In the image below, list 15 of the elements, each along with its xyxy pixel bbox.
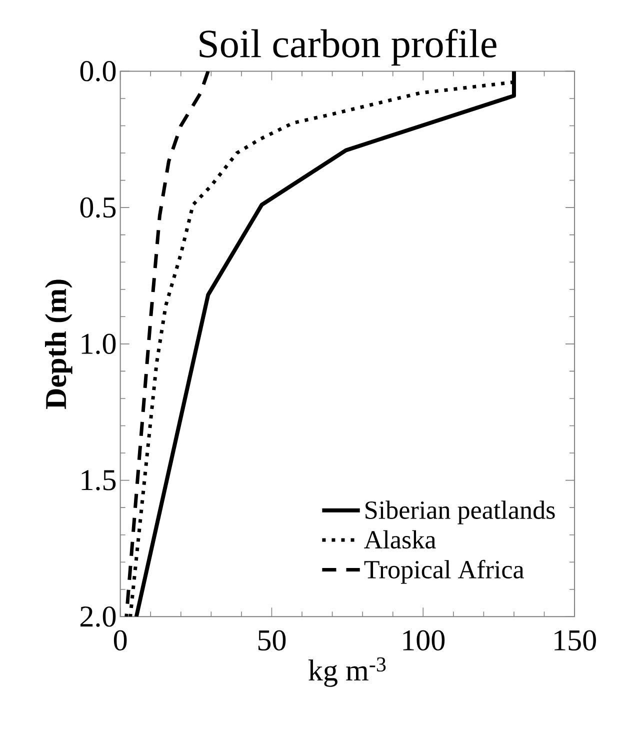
legend-label: Siberian peatlands [366, 500, 555, 524]
x-tick-label: 150 [554, 630, 596, 651]
y-tick-label: 1.5 [82, 470, 116, 490]
y-axis-title: Depth (m) [45, 280, 72, 409]
y-tick-label: 0.0 [80, 60, 116, 82]
y-tick-label: 0.5 [80, 197, 116, 218]
y-tick-label: 2.0 [80, 606, 116, 627]
x-tick-label: 50 [258, 630, 286, 651]
x-axis-title: kg m$^{-3}$ [308, 657, 386, 687]
legend-label: Tropical Africa [364, 560, 524, 584]
legend-label: Alaska [364, 530, 436, 549]
y-tick-label: 1.0 [82, 334, 116, 354]
x-tick-label: 0 [114, 630, 127, 651]
chart-title: Soil carbon profile [200, 28, 497, 66]
x-tick-label: 100 [403, 630, 445, 651]
